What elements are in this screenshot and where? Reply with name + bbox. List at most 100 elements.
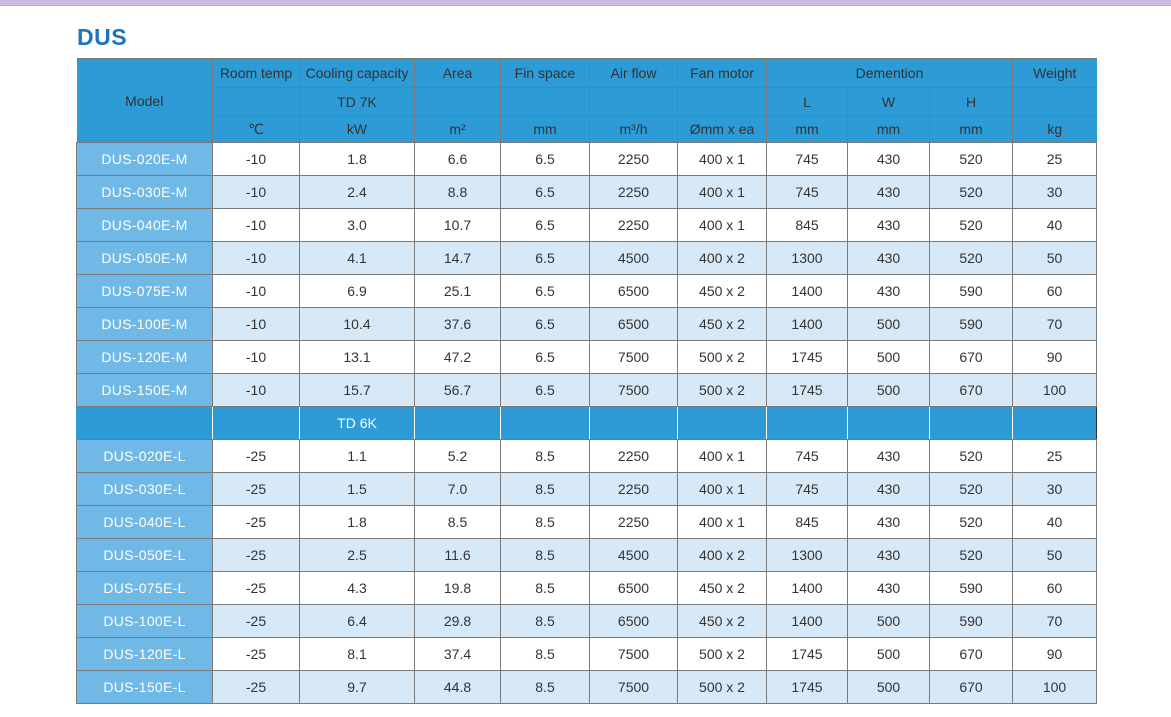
- fin-cell: 8.5: [500, 505, 590, 539]
- table-row: DUS-020E-M -10 1.8 6.6 6.5 2250 400 x 1 …: [76, 142, 1098, 176]
- air-cell: 2250: [589, 142, 678, 176]
- header-area-blank: [414, 87, 501, 116]
- spec-table: Model Room temp Cooling capacity Area Fi…: [76, 58, 1098, 704]
- fin-cell: 6.5: [500, 208, 590, 242]
- model-cell: DUS-100E-L: [76, 604, 213, 638]
- cooling-cell: 1.5: [299, 472, 415, 506]
- dim-h-cell: 520: [928, 439, 1014, 473]
- separator-row: TD 6K: [76, 406, 1098, 440]
- air-cell: 2250: [589, 472, 678, 506]
- header-area: Area: [414, 58, 501, 88]
- dim-w-cell: 430: [847, 208, 930, 242]
- dim-w-cell: 500: [847, 637, 930, 671]
- area-cell: 44.8: [414, 670, 501, 704]
- fan-cell: 400 x 1: [677, 505, 767, 539]
- dim-w-cell: 430: [847, 241, 930, 275]
- dim-l-cell: 745: [766, 472, 848, 506]
- header-model: Model: [76, 58, 213, 143]
- dim-l-cell: 1400: [766, 571, 848, 605]
- header-dim-w: W: [847, 87, 930, 116]
- weight-cell: 70: [1012, 604, 1098, 638]
- air-cell: 6500: [589, 571, 678, 605]
- fin-cell: 6.5: [500, 175, 590, 209]
- air-cell: 7500: [589, 340, 678, 374]
- weight-cell: 30: [1012, 175, 1098, 209]
- air-cell: 4500: [589, 241, 678, 275]
- room-temp-cell: -25: [212, 538, 300, 572]
- air-cell: 6500: [589, 307, 678, 341]
- weight-cell: 70: [1012, 307, 1098, 341]
- dim-h-cell: 590: [928, 571, 1014, 605]
- dim-h-cell: 520: [928, 538, 1014, 572]
- dim-w-cell: 430: [847, 274, 930, 308]
- fan-cell: 450 x 2: [677, 274, 767, 308]
- weight-cell: 40: [1012, 505, 1098, 539]
- fin-cell: 8.5: [500, 571, 590, 605]
- dim-w-cell: 430: [847, 571, 930, 605]
- cooling-cell: 2.4: [299, 175, 415, 209]
- dim-l-cell: 1745: [766, 340, 848, 374]
- table-row: DUS-100E-L -25 6.4 29.8 8.5 6500 450 x 2…: [76, 604, 1098, 638]
- table-row: DUS-075E-M -10 6.9 25.1 6.5 6500 450 x 2…: [76, 274, 1098, 308]
- table-row: DUS-040E-M -10 3.0 10.7 6.5 2250 400 x 1…: [76, 208, 1098, 242]
- air-cell: 7500: [589, 373, 678, 407]
- header-area-unit: m²: [414, 115, 501, 143]
- table-row: DUS-040E-L -25 1.8 8.5 8.5 2250 400 x 1 …: [76, 505, 1098, 539]
- header-dim-h-unit: mm: [928, 115, 1014, 143]
- room-temp-cell: -10: [212, 373, 300, 407]
- cooling-cell: 2.5: [299, 538, 415, 572]
- dim-h-cell: 520: [928, 241, 1014, 275]
- room-temp-cell: -25: [212, 571, 300, 605]
- header-fin-space: Fin space: [500, 58, 590, 88]
- dim-l-cell: 1400: [766, 274, 848, 308]
- header-air-flow: Air flow: [589, 58, 678, 88]
- model-cell: DUS-050E-M: [76, 241, 213, 275]
- fin-cell: 8.5: [500, 472, 590, 506]
- area-cell: 7.0: [414, 472, 501, 506]
- header-air-unit: m³/h: [589, 115, 678, 143]
- air-cell: 7500: [589, 670, 678, 704]
- room-temp-cell: -10: [212, 307, 300, 341]
- area-cell: 14.7: [414, 241, 501, 275]
- header-dim-l: L: [766, 87, 848, 116]
- header-room-temp-blank: [212, 87, 300, 116]
- fan-cell: 400 x 2: [677, 538, 767, 572]
- dim-w-cell: 430: [847, 538, 930, 572]
- area-cell: 25.1: [414, 274, 501, 308]
- cooling-cell: 10.4: [299, 307, 415, 341]
- model-cell: DUS-030E-L: [76, 472, 213, 506]
- dim-l-cell: 1400: [766, 307, 848, 341]
- cooling-cell: 1.8: [299, 142, 415, 176]
- model-cell: DUS-050E-L: [76, 538, 213, 572]
- model-cell: DUS-030E-M: [76, 175, 213, 209]
- fan-cell: 500 x 2: [677, 373, 767, 407]
- dim-l-cell: 1400: [766, 604, 848, 638]
- area-cell: 37.4: [414, 637, 501, 671]
- fan-cell: 450 x 2: [677, 604, 767, 638]
- weight-cell: 40: [1012, 208, 1098, 242]
- page-title: DUS: [77, 24, 128, 50]
- model-cell: DUS-020E-L: [76, 439, 213, 473]
- room-temp-cell: -25: [212, 637, 300, 671]
- fan-cell: 400 x 1: [677, 472, 767, 506]
- cooling-cell: 4.1: [299, 241, 415, 275]
- dim-h-cell: 520: [928, 505, 1014, 539]
- fan-cell: 500 x 2: [677, 670, 767, 704]
- fin-cell: 6.5: [500, 373, 590, 407]
- dim-w-cell: 430: [847, 142, 930, 176]
- air-cell: 6500: [589, 604, 678, 638]
- fin-cell: 6.5: [500, 241, 590, 275]
- separator-td-6k: TD 6K: [299, 406, 415, 440]
- air-cell: 2250: [589, 175, 678, 209]
- header-td-7k: TD 7K: [299, 87, 415, 116]
- fan-cell: 450 x 2: [677, 307, 767, 341]
- area-cell: 10.7: [414, 208, 501, 242]
- room-temp-cell: -25: [212, 505, 300, 539]
- dim-w-cell: 430: [847, 472, 930, 506]
- header-air-blank: [589, 87, 678, 116]
- header-weight-unit: kg: [1012, 115, 1097, 143]
- weight-cell: 50: [1012, 241, 1098, 275]
- room-temp-cell: -25: [212, 604, 300, 638]
- header-cooling-capacity: Cooling capacity: [299, 58, 415, 88]
- room-temp-cell: -10: [212, 241, 300, 275]
